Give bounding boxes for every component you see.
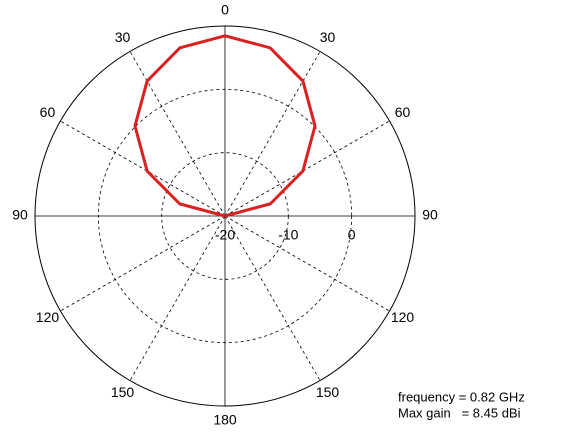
r-tick-label: 0 [348,227,356,243]
theta-tick-label: 60 [395,104,411,120]
theta-tick-label: 60 [40,104,56,120]
theta-tick-label: 120 [391,309,415,325]
theta-tick-label: 180 [213,412,237,428]
theta-grid-line [224,215,390,312]
theta-tick-label: 150 [111,384,135,400]
theta-tick-label: 90 [422,207,438,223]
theta-tick-label: 150 [316,384,340,400]
pattern-line [133,34,317,218]
theta-grid-line [224,120,390,217]
theta-grid-line [224,51,321,217]
theta-grid-line [60,215,226,312]
theta-tick-label: 30 [115,29,131,45]
theta-tick-label: 120 [36,309,60,325]
theta-tick-label: 90 [12,207,28,223]
theta-grid-line [224,215,321,381]
max-gain-note: Max gain = 8.45 dBi [398,405,521,420]
theta-grid-line [129,215,226,381]
theta-grid-line [60,120,226,217]
theta-tick-label: 0 [221,2,229,18]
theta-grid-line [129,51,226,217]
r-tick-label: -10 [278,227,298,243]
theta-tick-label: 30 [320,29,336,45]
frequency-note: frequency = 0.82 GHz [398,389,525,404]
